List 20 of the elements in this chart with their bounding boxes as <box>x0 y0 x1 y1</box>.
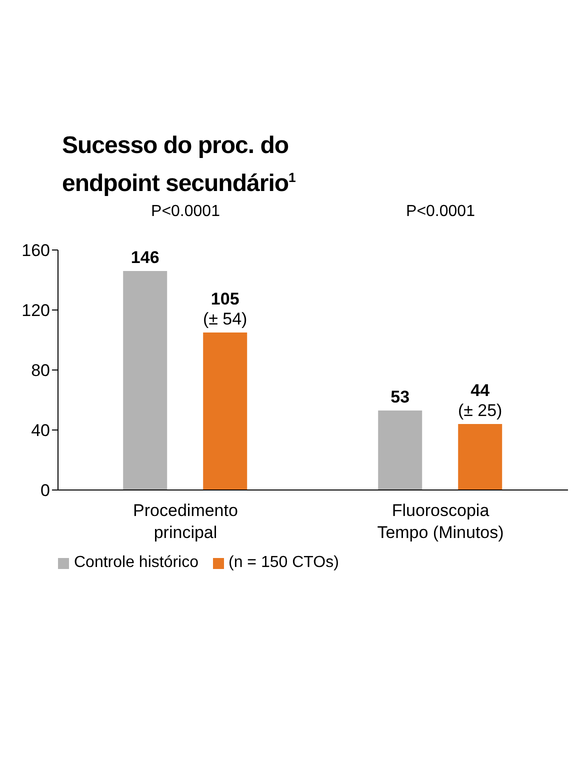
y-tick-label: 160 <box>22 241 50 260</box>
data-label: 146 <box>130 248 160 267</box>
bar <box>203 332 248 490</box>
data-label: 105 (± 54) <box>202 290 248 328</box>
text: P<0.0001 <box>405 203 476 221</box>
bar <box>458 424 502 490</box>
y-tick-label: 40 <box>31 421 50 440</box>
chart-title: Sucesso do proc. do endpoint secundário$^{1}$ <box>62 132 296 197</box>
bar <box>123 271 168 490</box>
y-tick-label: 0 <box>40 481 50 500</box>
x-tick-label: Procedimento principal <box>133 501 238 542</box>
y-tick-label: 120 <box>22 301 50 320</box>
y-tick-label: 80 <box>31 361 50 380</box>
bar <box>378 410 422 490</box>
legend-label: (n = 150 CTOs) <box>228 554 339 572</box>
x-tick-label: Fluoroscopia Tempo (Minutos) <box>377 501 504 542</box>
data-label: 44 (± 25) <box>458 381 502 420</box>
data-label: 53 <box>390 388 410 406</box>
legend-label: Controle histórico <box>74 554 198 572</box>
text: P<0.0001 <box>150 203 221 221</box>
